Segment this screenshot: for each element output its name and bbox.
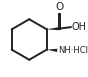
- Text: OH: OH: [72, 22, 87, 32]
- Polygon shape: [47, 27, 60, 30]
- Polygon shape: [47, 49, 57, 52]
- Text: O: O: [55, 2, 64, 12]
- Text: NH·HCl: NH·HCl: [58, 46, 88, 55]
